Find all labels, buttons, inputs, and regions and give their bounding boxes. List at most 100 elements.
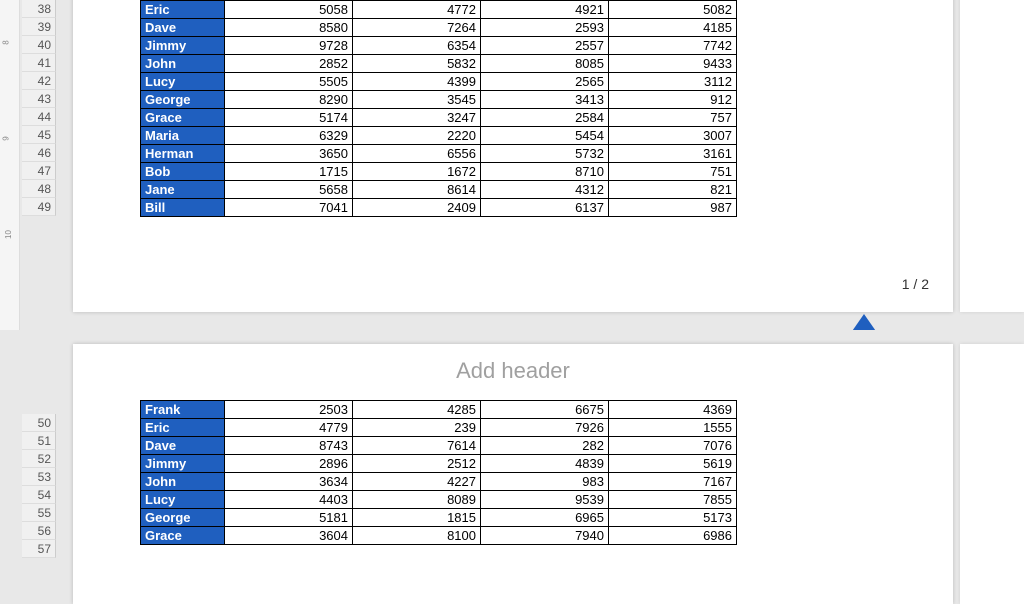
- value-cell[interactable]: 8614: [353, 181, 481, 199]
- value-cell[interactable]: 5174: [225, 109, 353, 127]
- row-header[interactable]: 38: [22, 0, 56, 18]
- value-cell[interactable]: 8085: [481, 55, 609, 73]
- value-cell[interactable]: 7742: [609, 37, 737, 55]
- value-cell[interactable]: 5832: [353, 55, 481, 73]
- name-cell[interactable]: Eric: [141, 419, 225, 437]
- value-cell[interactable]: 7940: [481, 527, 609, 545]
- value-cell[interactable]: 4285: [353, 401, 481, 419]
- value-cell[interactable]: 5058: [225, 1, 353, 19]
- row-header[interactable]: 41: [22, 54, 56, 72]
- value-cell[interactable]: 6675: [481, 401, 609, 419]
- value-cell[interactable]: 4399: [353, 73, 481, 91]
- row-header[interactable]: 43: [22, 90, 56, 108]
- value-cell[interactable]: 3413: [481, 91, 609, 109]
- value-cell[interactable]: 8290: [225, 91, 353, 109]
- value-cell[interactable]: 6986: [609, 527, 737, 545]
- name-cell[interactable]: George: [141, 91, 225, 109]
- value-cell[interactable]: 7926: [481, 419, 609, 437]
- name-cell[interactable]: Herman: [141, 145, 225, 163]
- value-cell[interactable]: 7167: [609, 473, 737, 491]
- value-cell[interactable]: 2896: [225, 455, 353, 473]
- name-cell[interactable]: Eric: [141, 1, 225, 19]
- value-cell[interactable]: 1672: [353, 163, 481, 181]
- value-cell[interactable]: 2565: [481, 73, 609, 91]
- value-cell[interactable]: 1555: [609, 419, 737, 437]
- name-cell[interactable]: Dave: [141, 437, 225, 455]
- value-cell[interactable]: 4921: [481, 1, 609, 19]
- name-cell[interactable]: Lucy: [141, 491, 225, 509]
- value-cell[interactable]: 6965: [481, 509, 609, 527]
- row-header[interactable]: 56: [22, 522, 56, 540]
- row-header[interactable]: 44: [22, 108, 56, 126]
- value-cell[interactable]: 7855: [609, 491, 737, 509]
- row-header[interactable]: 51: [22, 432, 56, 450]
- row-header[interactable]: 48: [22, 180, 56, 198]
- row-header[interactable]: 40: [22, 36, 56, 54]
- row-header[interactable]: 50: [22, 414, 56, 432]
- value-cell[interactable]: 3634: [225, 473, 353, 491]
- value-cell[interactable]: 3247: [353, 109, 481, 127]
- row-header[interactable]: 53: [22, 468, 56, 486]
- value-cell[interactable]: 9433: [609, 55, 737, 73]
- value-cell[interactable]: 6354: [353, 37, 481, 55]
- value-cell[interactable]: 6137: [481, 199, 609, 217]
- value-cell[interactable]: 3112: [609, 73, 737, 91]
- name-cell[interactable]: Bob: [141, 163, 225, 181]
- name-cell[interactable]: Grace: [141, 527, 225, 545]
- value-cell[interactable]: 5732: [481, 145, 609, 163]
- value-cell[interactable]: 6329: [225, 127, 353, 145]
- row-header[interactable]: 42: [22, 72, 56, 90]
- value-cell[interactable]: 4403: [225, 491, 353, 509]
- value-cell[interactable]: 2409: [353, 199, 481, 217]
- name-cell[interactable]: Jimmy: [141, 37, 225, 55]
- row-header[interactable]: 55: [22, 504, 56, 522]
- value-cell[interactable]: 4369: [609, 401, 737, 419]
- value-cell[interactable]: 5181: [225, 509, 353, 527]
- value-cell[interactable]: 1715: [225, 163, 353, 181]
- value-cell[interactable]: 7076: [609, 437, 737, 455]
- value-cell[interactable]: 5658: [225, 181, 353, 199]
- name-cell[interactable]: John: [141, 55, 225, 73]
- value-cell[interactable]: 6556: [353, 145, 481, 163]
- name-cell[interactable]: Grace: [141, 109, 225, 127]
- value-cell[interactable]: 282: [481, 437, 609, 455]
- value-cell[interactable]: 2557: [481, 37, 609, 55]
- value-cell[interactable]: 7041: [225, 199, 353, 217]
- name-cell[interactable]: Jane: [141, 181, 225, 199]
- value-cell[interactable]: 4839: [481, 455, 609, 473]
- value-cell[interactable]: 9728: [225, 37, 353, 55]
- value-cell[interactable]: 2503: [225, 401, 353, 419]
- value-cell[interactable]: 5173: [609, 509, 737, 527]
- row-header[interactable]: 57: [22, 540, 56, 558]
- value-cell[interactable]: 912: [609, 91, 737, 109]
- name-cell[interactable]: Lucy: [141, 73, 225, 91]
- value-cell[interactable]: 7264: [353, 19, 481, 37]
- value-cell[interactable]: 4779: [225, 419, 353, 437]
- value-cell[interactable]: 3650: [225, 145, 353, 163]
- value-cell[interactable]: 8580: [225, 19, 353, 37]
- value-cell[interactable]: 751: [609, 163, 737, 181]
- name-cell[interactable]: George: [141, 509, 225, 527]
- value-cell[interactable]: 4185: [609, 19, 737, 37]
- value-cell[interactable]: 8089: [353, 491, 481, 509]
- value-cell[interactable]: 1815: [353, 509, 481, 527]
- value-cell[interactable]: 3007: [609, 127, 737, 145]
- header-placeholder[interactable]: Add header: [73, 344, 953, 394]
- row-header[interactable]: 47: [22, 162, 56, 180]
- value-cell[interactable]: 8710: [481, 163, 609, 181]
- value-cell[interactable]: 3161: [609, 145, 737, 163]
- value-cell[interactable]: 3604: [225, 527, 353, 545]
- row-header[interactable]: 45: [22, 126, 56, 144]
- value-cell[interactable]: 2852: [225, 55, 353, 73]
- row-header[interactable]: 39: [22, 18, 56, 36]
- value-cell[interactable]: 8743: [225, 437, 353, 455]
- value-cell[interactable]: 4312: [481, 181, 609, 199]
- value-cell[interactable]: 2220: [353, 127, 481, 145]
- name-cell[interactable]: Dave: [141, 19, 225, 37]
- value-cell[interactable]: 5454: [481, 127, 609, 145]
- name-cell[interactable]: Bill: [141, 199, 225, 217]
- value-cell[interactable]: 2512: [353, 455, 481, 473]
- value-cell[interactable]: 8100: [353, 527, 481, 545]
- value-cell[interactable]: 5505: [225, 73, 353, 91]
- value-cell[interactable]: 2584: [481, 109, 609, 127]
